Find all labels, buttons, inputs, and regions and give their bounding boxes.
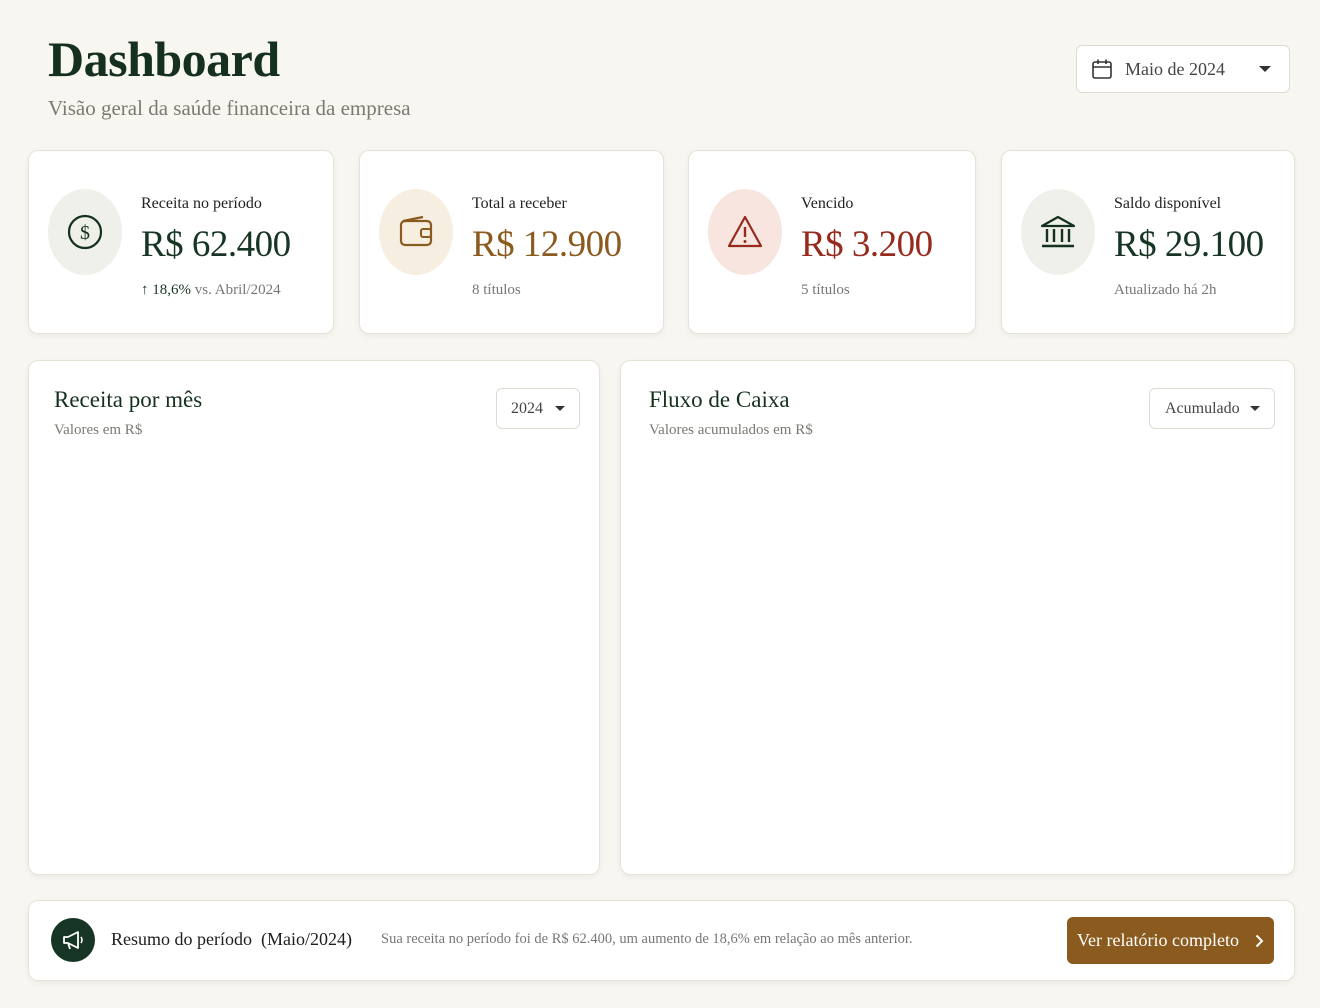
kpi-label: Receita no período xyxy=(141,195,262,212)
kpi-value: R$ 62.400 xyxy=(141,224,291,265)
chart-panel: Fluxo de Caixa Valores acumulados em R$ … xyxy=(620,360,1295,875)
icon-circle xyxy=(1021,189,1095,275)
kpi-note: Atualizado há 2h xyxy=(1114,282,1217,298)
kpi-card: Vencido R$ 3.200 5 títulos xyxy=(688,150,976,334)
chart-title: Receita por mês xyxy=(54,387,203,412)
page-title: Dashboard xyxy=(48,31,280,87)
summary-text: Sua receita no período foi de R$ 62.400,… xyxy=(381,931,913,947)
caret: 020k40k60k80kJanFevMarAbrMaiJunJulAgoSet… xyxy=(1250,406,1260,411)
icon-circle xyxy=(379,189,453,275)
icon-circle xyxy=(708,189,782,275)
kpi-note-text: vs. Abril/2024 xyxy=(194,282,281,298)
kpi-card: Saldo disponível R$ 29.100 Atualizado há… xyxy=(1001,150,1295,334)
page-subtitle: Visão geral da saúde financeira da empre… xyxy=(48,96,411,120)
warning-icon xyxy=(727,215,763,248)
period-label: Maio de 2024 xyxy=(1125,58,1225,79)
icon-circle: $ xyxy=(48,189,122,275)
year-dropdown[interactable]: 2024 020k40k60k80kJanFevMarAbrMaiJunJulAg… xyxy=(496,388,580,429)
mode-dropdown[interactable]: Acumulado 020k40k60k80kJanFevMarAbrMaiJun… xyxy=(1149,388,1275,429)
dropdown-label: Acumulado xyxy=(1165,399,1240,417)
kpi-note: 8 títulos xyxy=(472,282,521,298)
summary-bar: Resumo do período (Maio/2024) Sua receit… xyxy=(28,900,1295,981)
caret: 020k40k60k80kJanFevMarAbrMaiJunJulAgoSet… xyxy=(555,406,565,411)
kpi-value: R$ 12.900 xyxy=(472,224,622,265)
summary-title: Resumo do período xyxy=(111,929,252,949)
chart-subtitle: Valores em R$ xyxy=(54,422,143,438)
kpi-label: Vencido xyxy=(801,195,854,212)
kpi-note: 5 títulos xyxy=(801,282,850,298)
calendar-icon xyxy=(1092,59,1112,79)
svg-text:$: $ xyxy=(80,222,90,244)
summary-heading: Resumo do período (Maio/2024) xyxy=(111,929,352,950)
kpi-card: $ Receita no período R$ 62.400 ↑ 18,6% v… xyxy=(28,150,334,334)
wallet-icon xyxy=(399,215,433,247)
chart xyxy=(29,361,599,874)
kpi-value: R$ 3.200 xyxy=(801,224,933,265)
report-button[interactable]: Ver relatório completo xyxy=(1067,917,1274,964)
summary-period: (Maio/2024) xyxy=(261,929,352,949)
button-label: Ver relatório completo xyxy=(1077,930,1239,950)
period-dropdown[interactable]: Maio de 2024 xyxy=(1076,45,1290,93)
chevron-icon xyxy=(1255,934,1264,947)
kpi-card: Total a receber R$ 12.900 8 títulos xyxy=(359,150,664,334)
kpi-value: R$ 29.100 xyxy=(1114,224,1264,265)
kpi-label: Total a receber xyxy=(472,195,567,212)
dropdown-label: 2024 xyxy=(511,399,543,417)
chart-subtitle: Valores acumulados em R$ xyxy=(649,422,813,438)
kpi-note: ↑ 18,6% vs. Abril/2024 xyxy=(141,282,281,298)
chart xyxy=(621,361,1294,874)
kpi-change: 18,6% xyxy=(152,282,191,298)
caret xyxy=(1259,66,1271,72)
megaphone-icon xyxy=(51,918,95,962)
kpi-label: Saldo disponível xyxy=(1114,195,1222,212)
chart-title: Fluxo de Caixa xyxy=(649,387,790,412)
bank-icon xyxy=(1040,215,1076,248)
dollar-icon: $ xyxy=(67,214,103,250)
chart-panel: Receita por mês Valores em R$ 2024 020k40… xyxy=(28,360,600,875)
